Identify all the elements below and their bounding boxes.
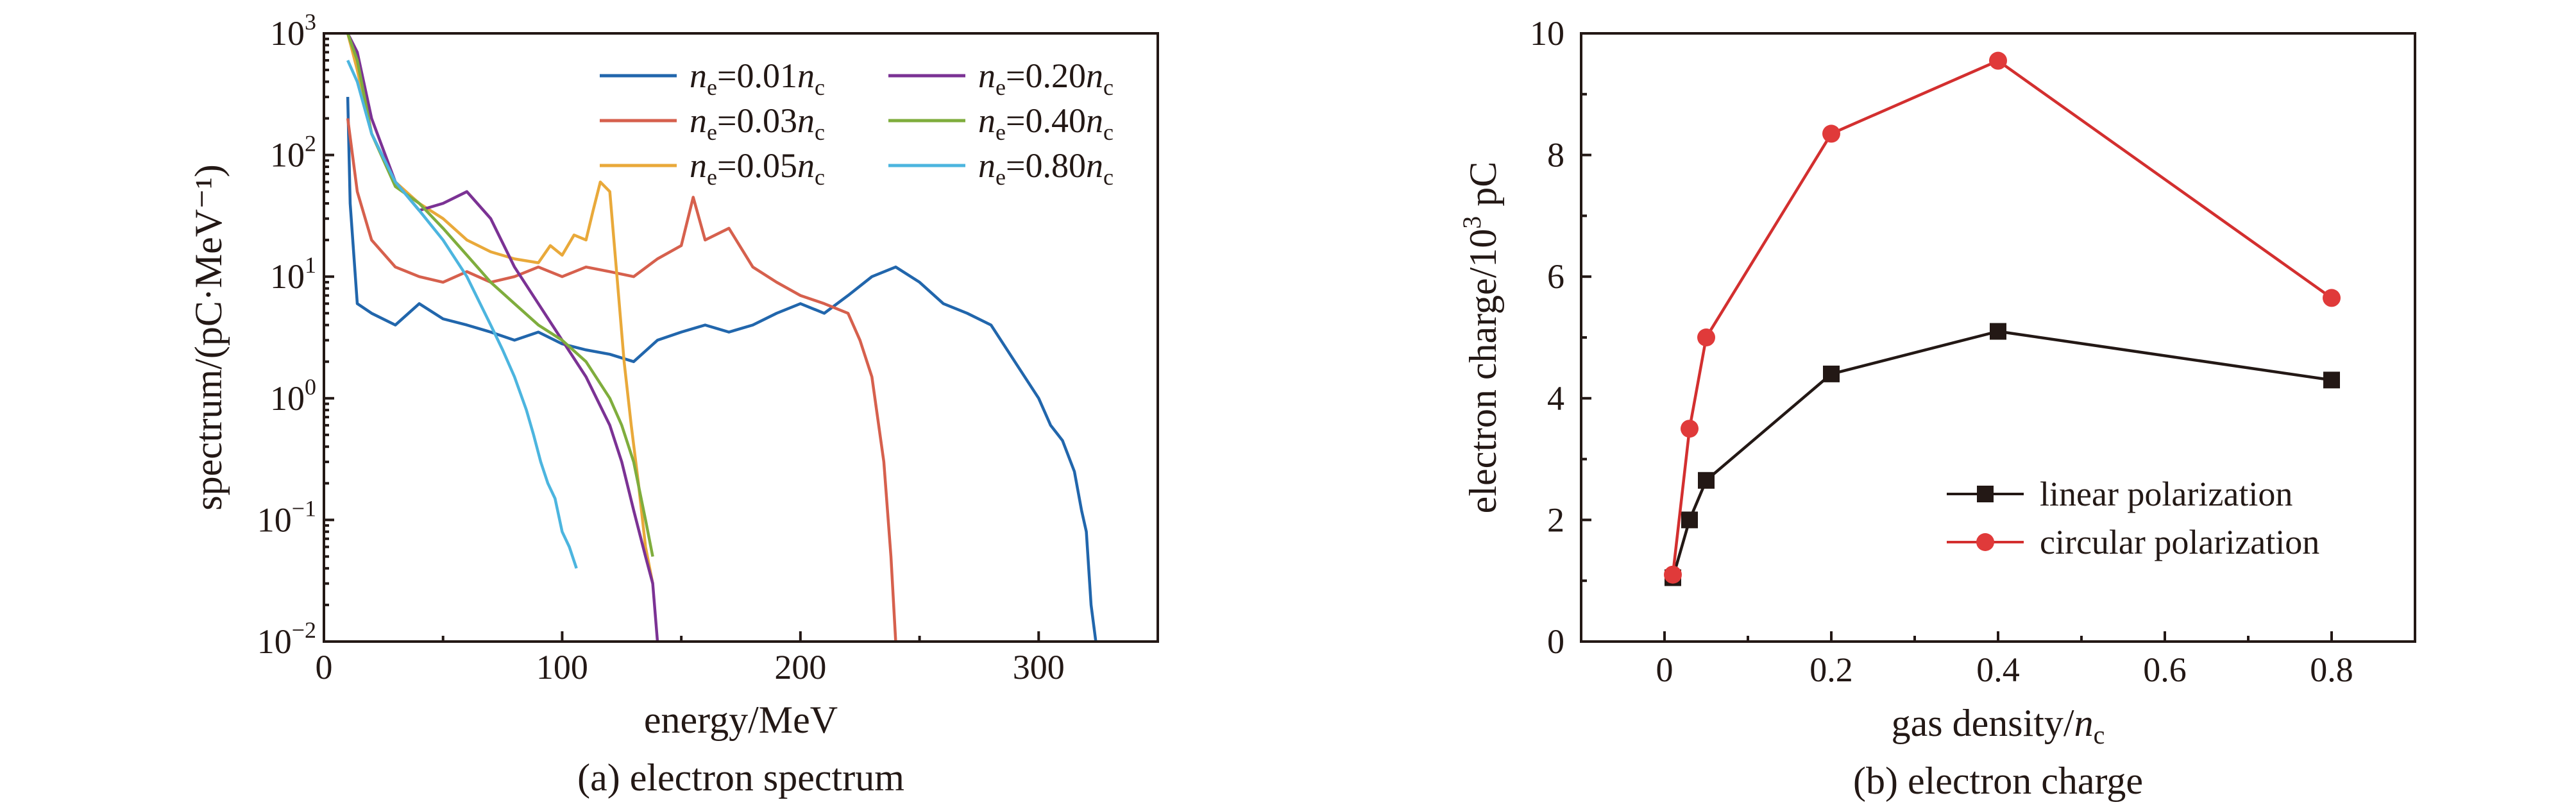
panel-a-series-line-5: [346, 60, 578, 569]
panel-b-x-tick-label: 0.2: [1809, 651, 1853, 689]
panel-b-series-group: [1664, 51, 2341, 586]
panel-a-x-tick-label: 200: [774, 648, 826, 686]
panel-a-legend-label: ne=0.80nc: [978, 146, 1114, 190]
panel-a-plot-frame: [323, 32, 1159, 643]
panel-b-y-tick-label: 10: [1530, 14, 1564, 53]
panel-a-legend-label: ne=0.03nc: [690, 101, 825, 145]
panel-a-y-tick-label: 10−1: [257, 495, 316, 539]
panel-b-data-point-square: [1698, 472, 1715, 489]
panel-a-series-line-1: [346, 118, 897, 642]
panel-a-legend-label: ne=0.01nc: [690, 56, 825, 100]
panel-b-data-point-square: [1681, 511, 1698, 529]
panel-a-y-tick-label: 10−2: [257, 617, 316, 661]
panel-a-series-group: [346, 33, 1097, 642]
panel-a-legend-label: ne=0.05nc: [690, 146, 825, 190]
panel-a-ticks: 0 100 200 300 10−2 10−1 100 101 102 103: [257, 9, 1065, 686]
panel-b-x-axis-title: gas density/nc: [1892, 702, 2105, 749]
panel-a-x-tick-label: 300: [1013, 648, 1065, 686]
panel-b-ticks: 0 0.2 0.4 0.6 0.8 0 2 4 6 8 10: [1530, 14, 2416, 689]
panel-a-y-tick-label: 101: [270, 252, 316, 296]
panel-b-y-tick-label: 8: [1547, 136, 1564, 175]
panel-b-data-point-circle: [1697, 328, 1715, 346]
panel-a-series-line-0: [346, 97, 1097, 642]
panel-a-y-tick-label: 102: [270, 131, 316, 175]
panel-a-legend-label: ne=0.40nc: [978, 101, 1114, 145]
panel-b-data-point-square: [1990, 323, 2006, 340]
panel-b-data-point-square: [2323, 371, 2340, 389]
panel-b-x-tick-label: 0.8: [2310, 651, 2353, 689]
panel-a-electron-spectrum: 0 100 200 300 10−2 10−1 100 101 102 103 ne=0.01nc…: [187, 9, 1159, 799]
panel-a-y-tick-label: 103: [270, 9, 316, 53]
panel-b-x-tick-label: 0.4: [1976, 651, 2020, 689]
panel-a-series-line-4: [346, 33, 654, 557]
panel-b-y-tick-label: 2: [1547, 500, 1564, 539]
panel-b-x-tick-label: 0: [1656, 651, 1674, 689]
panel-b-y-axis-title: electron charge/103 pC: [1457, 162, 1504, 514]
panel-b-data-point-circle: [1664, 565, 1682, 584]
panel-b-data-point-circle: [1681, 420, 1699, 438]
panel-a-caption: (a) electron spectrum: [577, 756, 904, 799]
panel-b-series-line-0: [1671, 330, 2332, 579]
panel-b-series-line-1: [1671, 59, 2333, 575]
panel-a-legend-label: ne=0.20nc: [978, 56, 1114, 100]
panel-a-x-tick-label: 100: [536, 648, 588, 686]
panel-b-legend: linear polarization circular polarization: [1947, 475, 2319, 561]
panel-b-data-point-circle: [1822, 124, 1840, 143]
panel-a-y-axis-title: spectrum/(pC·MeV⁻¹): [187, 164, 230, 511]
panel-a-legend: ne=0.01ncne=0.03ncne=0.05ncne=0.20ncne=0…: [600, 56, 1114, 190]
panel-b-y-tick-label: 4: [1547, 379, 1564, 418]
panel-a-y-tick-label: 100: [270, 374, 316, 418]
panel-b-y-tick-label: 0: [1547, 622, 1564, 661]
panel-a-x-tick-label: 0: [316, 648, 333, 686]
panel-b-y-tick-label: 6: [1547, 257, 1564, 296]
panel-b-electron-charge: 0 0.2 0.4 0.6 0.8 0 2 4 6 8 10 linear polarization…: [1457, 14, 2416, 802]
panel-b-data-point-square: [1823, 365, 1840, 382]
panel-b-x-tick-label: 0.6: [2143, 651, 2187, 689]
panel-b-legend-marker: [1977, 486, 1994, 502]
panel-b-data-point-circle: [1989, 51, 2007, 70]
panel-b-data-point-circle: [2323, 289, 2341, 307]
panel-a-x-axis-title: energy/MeV: [644, 699, 838, 741]
panel-a-series-line-2: [346, 33, 654, 584]
panel-b-legend-label: circular polarization: [2040, 523, 2319, 561]
panel-b-legend-marker: [1976, 533, 1994, 551]
panel-b-caption: (b) electron charge: [1853, 760, 2143, 802]
panel-b-legend-label: linear polarization: [2040, 475, 2292, 513]
